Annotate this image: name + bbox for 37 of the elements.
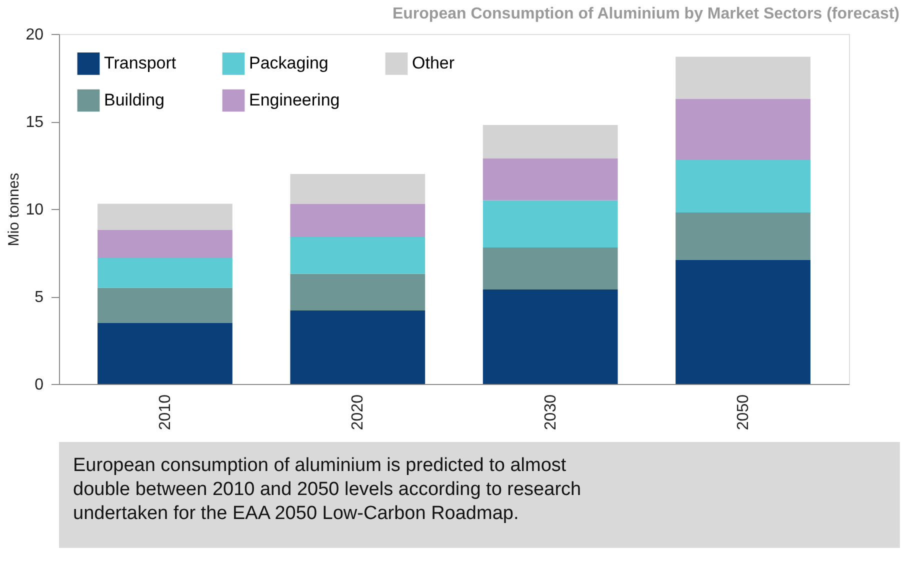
legend-label: Transport	[104, 54, 176, 73]
x-tick-label: 2030	[542, 394, 560, 430]
text: European consumption of aluminium is predicted to almost double between 2010 and 2050 levels according to research undertaken for the EAA 2050 Low-Carbon Roadmap.	[73, 455, 582, 524]
bar	[290, 174, 426, 204]
bar	[290, 274, 426, 310]
y-tick-label: 15	[26, 114, 44, 131]
legend-label: Engineering	[249, 90, 340, 110]
legend-label: Other	[412, 54, 455, 73]
bar	[676, 98, 810, 160]
legend-label: Packaging	[249, 54, 328, 73]
y-tick-label: 5	[34, 289, 44, 306]
bar	[98, 204, 232, 230]
bar	[482, 200, 618, 248]
bar	[290, 204, 426, 237]
bar	[676, 260, 810, 384]
y-axis-title: Mio tonnes	[6, 172, 23, 246]
bar	[482, 125, 618, 158]
y-tick-label: 10	[26, 202, 44, 218]
x-tick-label: 2050	[735, 394, 752, 430]
y-tick-label: 20	[26, 26, 44, 44]
x-tick-label: 2010	[156, 394, 174, 430]
bar	[676, 160, 810, 212]
chart-title: European Consumption of Aluminium by Market Sectors (forecast)	[392, 6, 900, 22]
bar	[290, 310, 426, 384]
bar	[98, 288, 232, 323]
bar	[290, 237, 426, 274]
bar	[98, 230, 232, 258]
bar	[676, 212, 810, 260]
bar	[482, 158, 618, 200]
x-tick-label: 2020	[350, 394, 367, 430]
bar	[482, 248, 618, 290]
bar	[676, 56, 810, 99]
y-tick-label: 0	[34, 376, 44, 394]
bar	[98, 258, 232, 288]
bar	[482, 290, 618, 384]
legend-label: Building	[104, 90, 164, 110]
bar	[98, 322, 232, 384]
